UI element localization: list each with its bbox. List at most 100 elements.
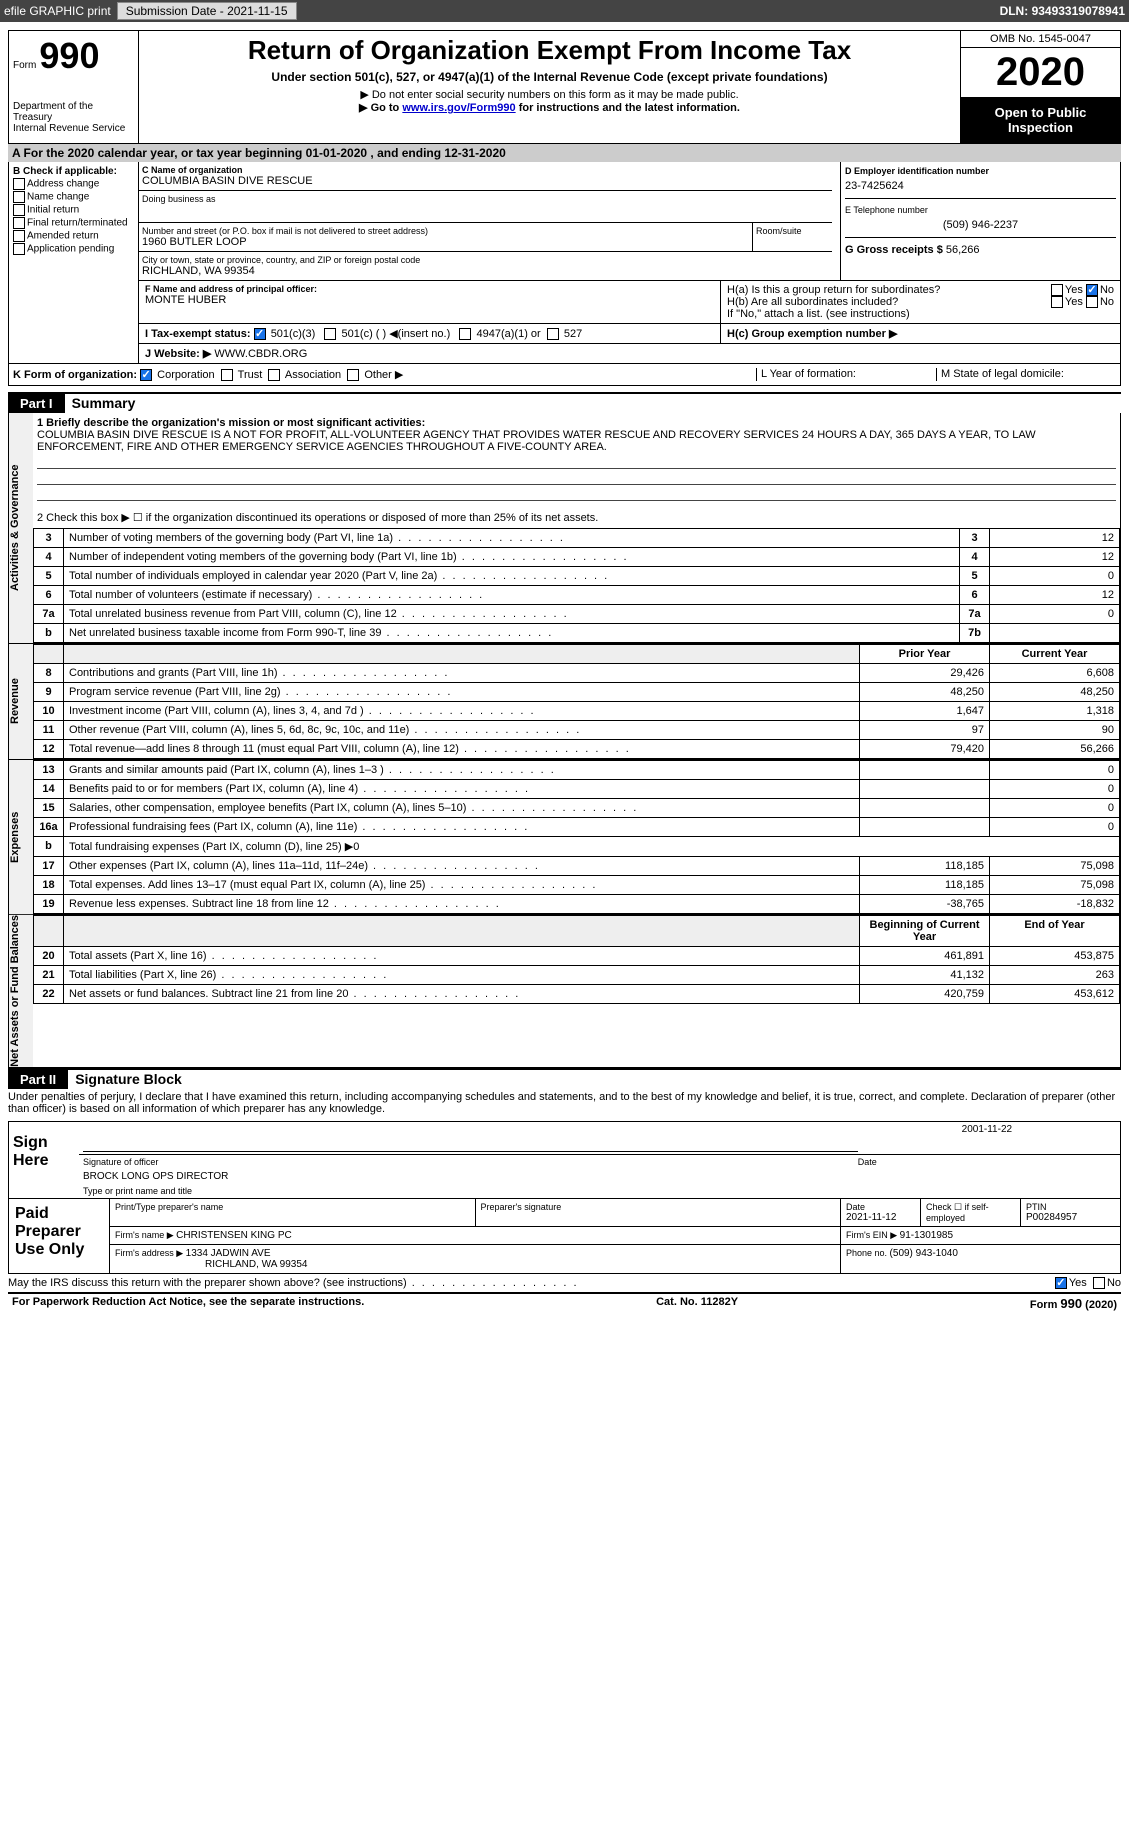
section-k-l-m: K Form of organization: Corporation Trus… <box>8 364 1121 386</box>
side-rev: Revenue <box>9 644 33 759</box>
submission-button[interactable]: Submission Date - 2021-11-15 <box>117 2 297 20</box>
cb-name[interactable]: Name change <box>13 191 134 203</box>
line1-label: 1 Briefly describe the organization's mi… <box>37 417 1116 429</box>
section-h: H(a) Is this a group return for subordin… <box>720 281 1120 323</box>
preparer-block: Paid Preparer Use Only Print/Type prepar… <box>8 1199 1121 1274</box>
section-i: I Tax-exempt status: 501(c)(3) 501(c) ( … <box>139 324 720 343</box>
name-label: Type or print name and title <box>83 1186 192 1196</box>
cb-initial[interactable]: Initial return <box>13 204 134 216</box>
current-val: 0 <box>990 761 1120 780</box>
cb-501c[interactable] <box>324 328 336 340</box>
cb-address[interactable]: Address change <box>13 178 134 190</box>
section-b-title: B Check if applicable: <box>13 166 134 177</box>
hb-no[interactable] <box>1086 296 1098 308</box>
side-ag: Activities & Governance <box>9 413 33 643</box>
officer-signature[interactable] <box>83 1124 858 1152</box>
prior-val: 48,250 <box>860 683 990 702</box>
room-label: Room/suite <box>756 226 829 236</box>
revenue-block: Revenue Prior YearCurrent Year 8Contribu… <box>8 644 1121 760</box>
line-text: Total liabilities (Part X, line 26) <box>64 966 860 985</box>
line-text: Total fundraising expenses (Part IX, col… <box>64 837 1120 857</box>
line-val: 12 <box>990 586 1120 605</box>
side-exp: Expenses <box>9 760 33 914</box>
irs-link[interactable]: www.irs.gov/Form990 <box>402 102 515 114</box>
page-footer: For Paperwork Reduction Act Notice, see … <box>8 1294 1121 1313</box>
line-lbl: 6 <box>960 586 990 605</box>
street-label: Number and street (or P.O. box if mail i… <box>142 226 749 236</box>
prior-val: 29,426 <box>860 664 990 683</box>
officer-name: BROCK LONG OPS DIRECTOR <box>83 1171 228 1182</box>
form-word: Form <box>13 60 36 71</box>
footer-left: For Paperwork Reduction Act Notice, see … <box>12 1296 364 1311</box>
ha-yes[interactable] <box>1051 284 1063 296</box>
blank-line <box>37 487 1116 501</box>
ein-value: 23-7425624 <box>845 180 1116 192</box>
line-val: 0 <box>990 605 1120 624</box>
current-val: 453,875 <box>990 947 1120 966</box>
line-lbl: 7b <box>960 624 990 643</box>
discuss-no[interactable] <box>1093 1277 1105 1289</box>
part1-title: Summary <box>72 395 136 411</box>
omb-number: OMB No. 1545-0047 <box>961 31 1120 48</box>
discuss-yes[interactable] <box>1055 1277 1067 1289</box>
line-num: 17 <box>34 857 64 876</box>
tax-year-row: A For the 2020 calendar year, or tax yea… <box>8 144 1121 162</box>
cb-assoc[interactable] <box>268 369 280 381</box>
form-subtitle: Under section 501(c), 527, or 4947(a)(1)… <box>147 70 952 84</box>
city-label: City or town, state or province, country… <box>142 255 829 265</box>
line-num: 8 <box>34 664 64 683</box>
line-num: 6 <box>34 586 64 605</box>
line-val: 0 <box>990 567 1120 586</box>
prior-val <box>860 818 990 837</box>
part1-bar: Part I Summary <box>8 392 1121 413</box>
cb-other[interactable] <box>347 369 359 381</box>
prior-val: -38,765 <box>860 895 990 914</box>
line-num: 21 <box>34 966 64 985</box>
line-text: Program service revenue (Part VIII, line… <box>64 683 860 702</box>
line-lbl: 3 <box>960 529 990 548</box>
line-text: Total number of individuals employed in … <box>64 567 960 586</box>
prior-val: 118,185 <box>860 857 990 876</box>
current-val: 48,250 <box>990 683 1120 702</box>
line-text: Other revenue (Part VIII, column (A), li… <box>64 721 860 740</box>
part2-hdr: Part II <box>8 1070 68 1089</box>
line-text: Other expenses (Part IX, column (A), lin… <box>64 857 860 876</box>
cb-pending[interactable]: Application pending <box>13 243 134 255</box>
line-text: Total unrelated business revenue from Pa… <box>64 605 960 624</box>
efile-label: efile GRAPHIC print <box>4 4 111 18</box>
footer-cat: Cat. No. 11282Y <box>656 1296 738 1311</box>
cb-527[interactable] <box>547 328 559 340</box>
footer-right: Form 990 (2020) <box>1030 1296 1117 1311</box>
line-lbl: 7a <box>960 605 990 624</box>
netassets-block: Net Assets or Fund Balances Beginning of… <box>8 915 1121 1068</box>
line-val: 12 <box>990 529 1120 548</box>
cb-4947[interactable] <box>459 328 471 340</box>
cb-corp[interactable] <box>140 369 152 381</box>
cb-501c3[interactable] <box>254 328 266 340</box>
line-num: 9 <box>34 683 64 702</box>
hb-yes[interactable] <box>1051 296 1063 308</box>
line-num: b <box>34 837 64 857</box>
dln-label: DLN: 93493319078941 <box>1000 4 1125 18</box>
current-val: 1,318 <box>990 702 1120 721</box>
line-num: 11 <box>34 721 64 740</box>
line2: 2 Check this box ▶ ☐ if the organization… <box>33 507 1120 528</box>
line-text: Revenue less expenses. Subtract line 18 … <box>64 895 860 914</box>
cb-final[interactable]: Final return/terminated <box>13 217 134 229</box>
part2-title: Signature Block <box>75 1071 182 1087</box>
cb-amended[interactable]: Amended return <box>13 230 134 242</box>
prior-val: 420,759 <box>860 985 990 1004</box>
current-val: 6,608 <box>990 664 1120 683</box>
org-name: COLUMBIA BASIN DIVE RESCUE <box>142 175 829 187</box>
form-title: Return of Organization Exempt From Incom… <box>147 35 952 66</box>
hb-note: If "No," attach a list. (see instruction… <box>727 308 1114 320</box>
prior-val: 118,185 <box>860 876 990 895</box>
ha-no[interactable] <box>1086 284 1098 296</box>
current-val: 56,266 <box>990 740 1120 759</box>
topbar: efile GRAPHIC print Submission Date - 20… <box>0 0 1129 22</box>
sign-date: 2001-11-22 <box>858 1124 1116 1152</box>
perjury-text: Under penalties of perjury, I declare th… <box>8 1089 1121 1117</box>
section-i-hc: I Tax-exempt status: 501(c)(3) 501(c) ( … <box>139 324 1120 344</box>
cb-trust[interactable] <box>221 369 233 381</box>
section-m: M State of legal domicile: <box>936 368 1116 381</box>
